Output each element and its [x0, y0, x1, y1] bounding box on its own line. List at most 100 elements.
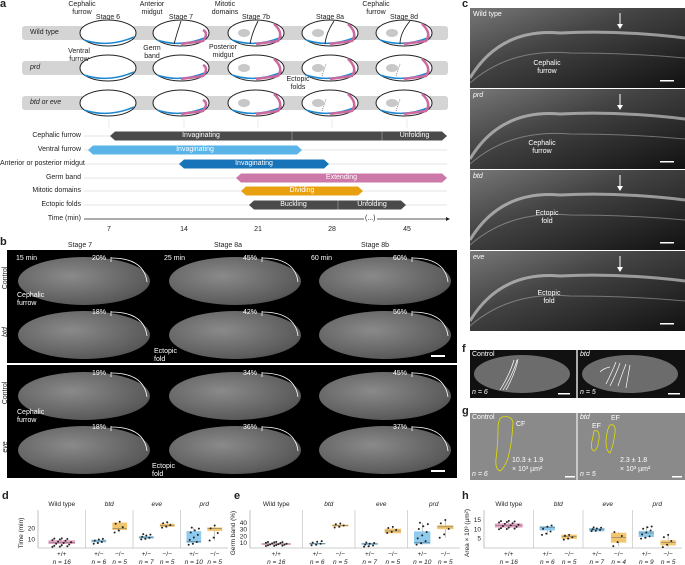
data-point: [267, 540, 269, 543]
data-point: [96, 542, 99, 545]
time-break-label: (...): [364, 215, 377, 223]
y-tick-label: 15: [474, 517, 482, 524]
sample-size-label: n = 7: [590, 559, 605, 565]
data-point: [62, 542, 65, 545]
timeline-row-label: Cephalic furrow: [32, 132, 81, 139]
data-point: [594, 529, 597, 532]
data-point: [267, 544, 269, 547]
genotype-label: Wild type: [30, 29, 59, 36]
phase-label: Buckling: [280, 201, 307, 208]
germ-band-percentage: 20%: [92, 255, 107, 262]
data-point: [209, 527, 212, 530]
ectopic-fold-line: [321, 98, 327, 112]
data-point: [498, 521, 501, 524]
mitotic-domain: [238, 29, 250, 37]
panel-c-image: prd: [470, 89, 685, 169]
data-point: [169, 523, 172, 526]
data-point: [264, 541, 267, 544]
time-axis-label: Time (min): [47, 215, 81, 222]
mitotic-domain: [386, 99, 398, 107]
data-point: [438, 536, 441, 539]
mitotic-domain: [238, 99, 250, 107]
panel-b-column-header: Stage 8a: [213, 242, 243, 249]
data-point: [499, 527, 502, 530]
data-point: [546, 525, 549, 528]
germ-band-arc: [110, 257, 148, 283]
mitotic-domain: [238, 64, 250, 72]
data-point: [97, 538, 100, 541]
embryo-outline: [152, 89, 210, 117]
embryo-outline: [375, 54, 433, 82]
timepoint-label: 60 min: [311, 255, 333, 262]
data-point: [616, 541, 619, 544]
germ-band: [403, 23, 430, 46]
data-point: [216, 532, 219, 534]
embryo-image: [169, 257, 301, 305]
data-point: [51, 539, 54, 542]
phase-label: Extending: [325, 174, 358, 181]
panel-label-f: f: [462, 343, 466, 355]
box-prd-het: [414, 521, 431, 546]
data-point: [68, 543, 71, 546]
embryo-image: [319, 257, 451, 305]
panel-c-genotype-label: eve: [473, 254, 485, 261]
data-point: [275, 540, 278, 543]
y-tick-label: 20: [240, 533, 248, 540]
data-point: [66, 545, 69, 548]
data-point: [386, 532, 389, 534]
ef-label-1: EF: [592, 423, 601, 430]
sample-size-label: n = 7: [362, 559, 377, 565]
data-point: [395, 528, 398, 531]
timeline-row-label: Ectopic folds: [41, 201, 81, 208]
data-point: [53, 544, 56, 547]
genotype-tick-label: −/−: [336, 551, 346, 558]
data-point: [390, 530, 393, 533]
embryo-schematic: [301, 19, 359, 47]
y-tick-label: 10: [28, 536, 36, 543]
data-point: [507, 526, 510, 529]
ectopic-fold-label: Ectopic fold: [152, 463, 175, 478]
genotype-tick-label: +/+: [272, 551, 282, 558]
data-point: [391, 525, 394, 528]
embryo-outline: [301, 54, 359, 82]
germ-band-percentage: 42%: [243, 309, 258, 316]
data-point: [365, 541, 368, 544]
embryo-schematic: [301, 89, 359, 117]
embryo-outline: [375, 19, 433, 47]
germ-band: [255, 23, 282, 46]
timeline-row-label: Ventral furrow: [37, 146, 81, 153]
data-point: [162, 522, 165, 525]
germ-band-arc: [110, 372, 148, 398]
genotype-tick-label: −/−: [115, 551, 125, 558]
y-tick-label: 40: [240, 520, 248, 527]
panel-c-image: btd: [470, 170, 685, 250]
germ-band-arc: [411, 426, 449, 452]
embryo-outline: [79, 19, 137, 47]
germ-band: [403, 58, 430, 81]
mitotic-domain: [312, 99, 324, 107]
data-point: [595, 527, 598, 530]
panel-label-h: h: [462, 490, 469, 502]
group-title: btd: [554, 501, 563, 508]
phase-bar: [110, 131, 447, 141]
panel-b-row-label: Control: [2, 381, 9, 405]
data-point: [101, 537, 104, 540]
data-point: [498, 528, 501, 531]
data-point: [517, 523, 520, 526]
mitotic-domain: [386, 29, 398, 37]
data-point: [368, 542, 371, 545]
cephalic-furrow-line: [399, 20, 411, 45]
data-point: [57, 540, 60, 543]
data-point: [213, 524, 216, 527]
data-point: [58, 545, 61, 548]
germ-band: [329, 58, 356, 81]
panel-b-row-label: eve: [2, 441, 9, 453]
data-point: [114, 522, 117, 525]
stage-label: Stage 7b: [241, 14, 271, 21]
data-point: [275, 544, 278, 547]
germ-band-arc: [411, 372, 449, 398]
data-point: [121, 526, 124, 529]
ectopic-fold-line: [321, 63, 327, 77]
box-wild-type-wt: [494, 519, 523, 531]
data-point: [208, 539, 211, 542]
